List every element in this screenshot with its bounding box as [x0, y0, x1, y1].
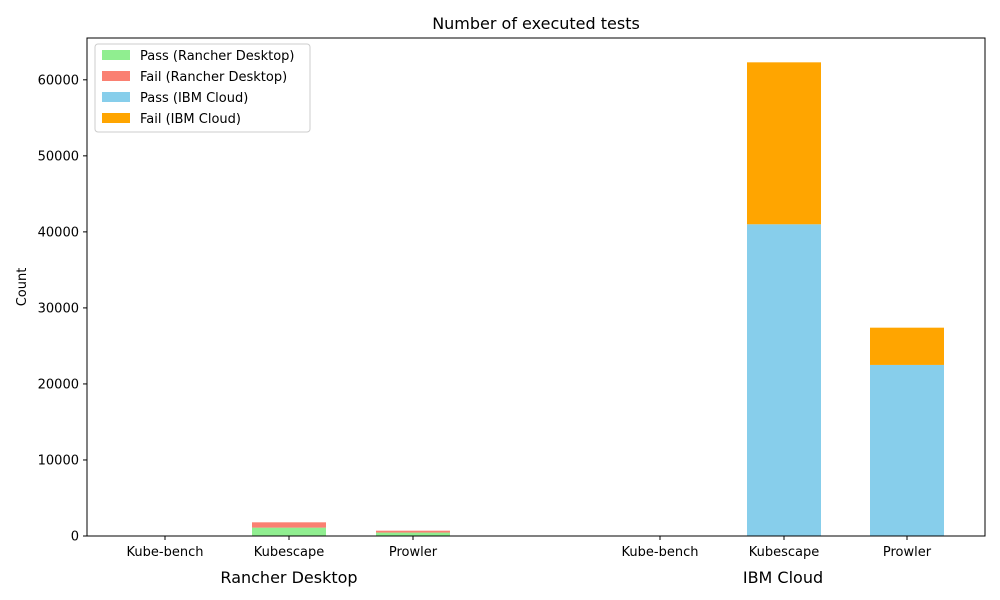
group-label: Rancher Desktop	[220, 568, 357, 587]
bar-2-3-1	[870, 364, 944, 536]
legend-swatch	[102, 92, 130, 102]
y-tick-label: 40000	[38, 225, 79, 240]
y-tick-label: 50000	[38, 149, 79, 164]
legend-swatch	[102, 113, 130, 123]
plot-frame	[86, 37, 986, 537]
y-tick-label: 60000	[38, 73, 79, 88]
group-labels: Rancher Desktop IBM Cloud	[220, 568, 823, 587]
x-tick-label: Kubescape	[749, 545, 820, 560]
legend-frame	[94, 43, 311, 133]
y-axis: 0 10000 20000 30000 40000 50000 60000	[38, 73, 87, 545]
bar-2-2-1	[747, 224, 821, 536]
bar-2-2-2	[747, 62, 821, 225]
legend-label: Fail (IBM Cloud)	[140, 112, 241, 127]
legend-label: Fail (Rancher Desktop)	[140, 70, 287, 85]
x-tick-label: Kube-bench	[127, 545, 204, 560]
bar-1-2-1	[252, 527, 326, 536]
x-tick-label: Prowler	[883, 545, 932, 560]
y-tick-label: 10000	[38, 453, 79, 468]
y-axis-label: Count	[15, 268, 30, 307]
legend-swatch	[102, 50, 130, 60]
bar-1-3-2	[376, 530, 450, 533]
bar-2-3-2	[870, 327, 944, 365]
legend-swatch	[102, 71, 130, 81]
bars-layer	[252, 62, 944, 536]
legend-label: Pass (IBM Cloud)	[140, 91, 248, 106]
bar-1-3-1	[376, 532, 450, 536]
x-tick-label: Kube-bench	[622, 545, 699, 560]
bar-1-2-2	[252, 522, 326, 528]
y-tick-label: 30000	[38, 301, 79, 316]
x-axis: Kube-bench Kubescape Prowler Kube-bench Kube…	[127, 536, 932, 560]
x-tick-label: Kubescape	[254, 545, 325, 560]
chart-title: Number of executed tests	[432, 14, 640, 33]
legend-label: Pass (Rancher Desktop)	[140, 49, 294, 64]
x-tick-label: Prowler	[389, 545, 438, 560]
group-label: IBM Cloud	[743, 568, 823, 587]
y-tick-label: 20000	[38, 377, 79, 392]
legend: Pass (Rancher Desktop) Fail (Rancher Desk…	[94, 43, 311, 133]
y-tick-label: 0	[71, 530, 79, 545]
